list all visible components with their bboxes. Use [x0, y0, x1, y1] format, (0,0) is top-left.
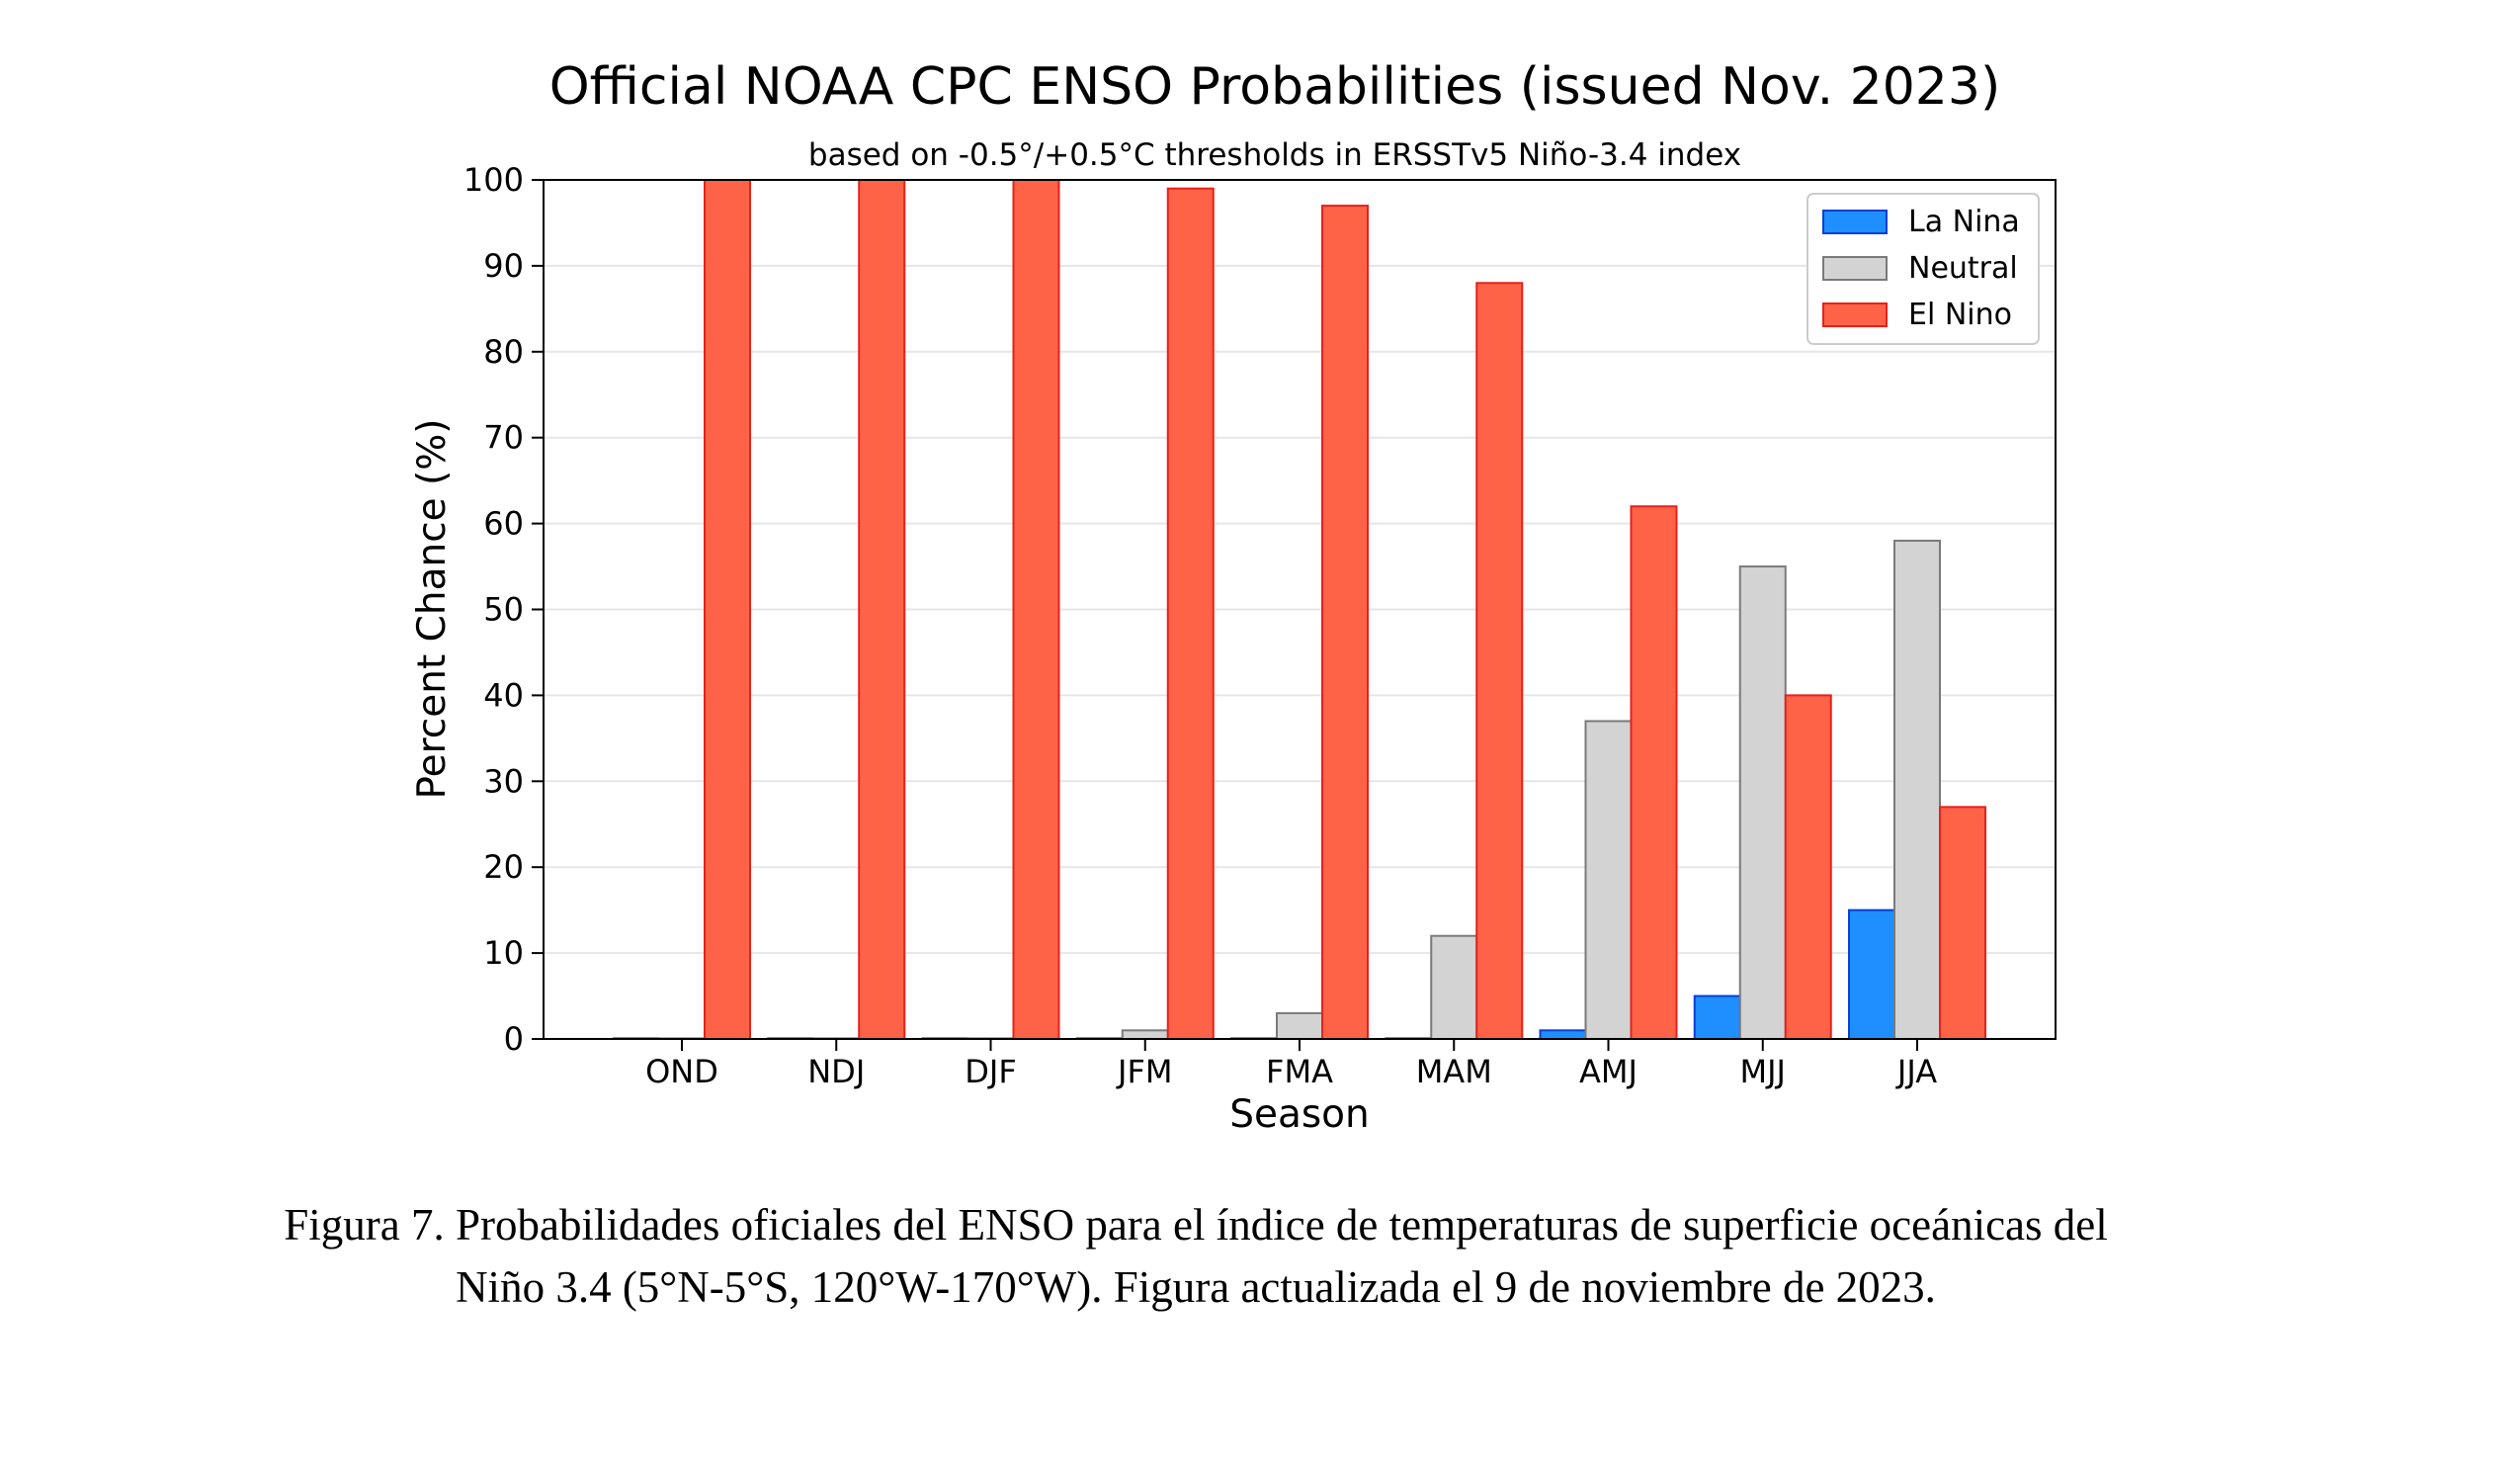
y-tick-label: 30: [483, 762, 524, 800]
bar-el-nino-fma: [1321, 205, 1369, 1040]
x-axis-ticks: OND NDJ DJF JFM FMA MAM AMJ MJJ JJA: [645, 1039, 1937, 1090]
bar-neutral-mjj: [1738, 565, 1787, 1040]
bar-la-nina-amj: [1539, 1029, 1587, 1041]
figure-caption: Figura 7. Probabilidades oficiales del E…: [0, 1194, 2392, 1319]
legend-label: Neutral: [1908, 251, 2018, 286]
legend-swatch-neutral: [1822, 256, 1888, 281]
bar-neutral-jja: [1893, 539, 1941, 1040]
y-tick-label: 10: [483, 934, 524, 972]
bar-el-nino-ndj: [858, 179, 906, 1040]
y-tick-label: 90: [483, 247, 524, 285]
y-tick-label: 40: [483, 676, 524, 714]
chart-subtitle: based on -0.5°/+0.5°C thresholds in ERSS…: [808, 137, 1741, 173]
legend-swatch-el-nino: [1822, 302, 1888, 327]
legend-label: La Nina: [1908, 205, 2020, 239]
bar-el-nino-jja: [1939, 806, 1986, 1040]
caption-line-2: Niño 3.4 (5°N-5°S, 120°W-170°W). Figura …: [456, 1262, 1936, 1312]
x-tick-label: MAM: [1416, 1053, 1492, 1090]
enso-probability-chart: Official NOAA CPC ENSO Probabilities (is…: [410, 57, 2057, 1137]
x-tick-label: JJA: [1895, 1053, 1937, 1090]
x-tick-label: OND: [645, 1053, 718, 1090]
y-tick-label: 50: [483, 591, 524, 629]
x-axis-label: Season: [1229, 1092, 1370, 1137]
y-tick-label: 100: [463, 161, 524, 199]
legend-swatch-la-nina: [1822, 210, 1888, 234]
x-tick-label: DJF: [965, 1053, 1016, 1090]
bar-neutral-fma: [1276, 1011, 1323, 1041]
chart-title: Official NOAA CPC ENSO Probabilities (is…: [549, 57, 2001, 117]
gridlines: [544, 264, 2056, 955]
x-tick-label: NDJ: [807, 1053, 865, 1090]
bar-la-nina-mjj: [1693, 994, 1741, 1040]
bar-el-nino-ond: [704, 179, 751, 1040]
bar-neutral-amj: [1584, 720, 1633, 1040]
bar-el-nino-djf: [1012, 179, 1060, 1040]
y-tick-label: 60: [483, 505, 524, 543]
y-axis-label: Percent Chance (%): [410, 418, 455, 799]
y-tick-label: 70: [483, 419, 524, 457]
bar-el-nino-jfm: [1166, 187, 1215, 1040]
x-tick-label: MJJ: [1740, 1053, 1786, 1090]
legend: La Nina Neutral El Nino: [1806, 193, 2040, 345]
y-tick-label: 80: [483, 333, 524, 371]
caption-line-1: Figura 7. Probabilidades oficiales del E…: [284, 1200, 2108, 1250]
x-tick-label: FMA: [1266, 1053, 1333, 1090]
bar-el-nino-amj: [1630, 505, 1678, 1040]
y-axis-ticks: 0 10 20 30 40 50 60 70 80 90 100: [463, 161, 544, 1058]
y-tick-label: 0: [504, 1020, 524, 1058]
y-tick-label: 20: [483, 848, 524, 886]
bar-el-nino-mjj: [1784, 694, 1832, 1041]
bars: [613, 179, 1986, 1041]
bar-la-nina-jja: [1848, 908, 1895, 1041]
legend-label: El Nino: [1908, 298, 2012, 332]
bar-el-nino-mam: [1475, 282, 1524, 1040]
x-tick-label: AMJ: [1579, 1053, 1638, 1090]
x-tick-label: JFM: [1116, 1053, 1172, 1090]
bar-neutral-jfm: [1121, 1029, 1169, 1041]
bar-neutral-mam: [1430, 934, 1478, 1040]
